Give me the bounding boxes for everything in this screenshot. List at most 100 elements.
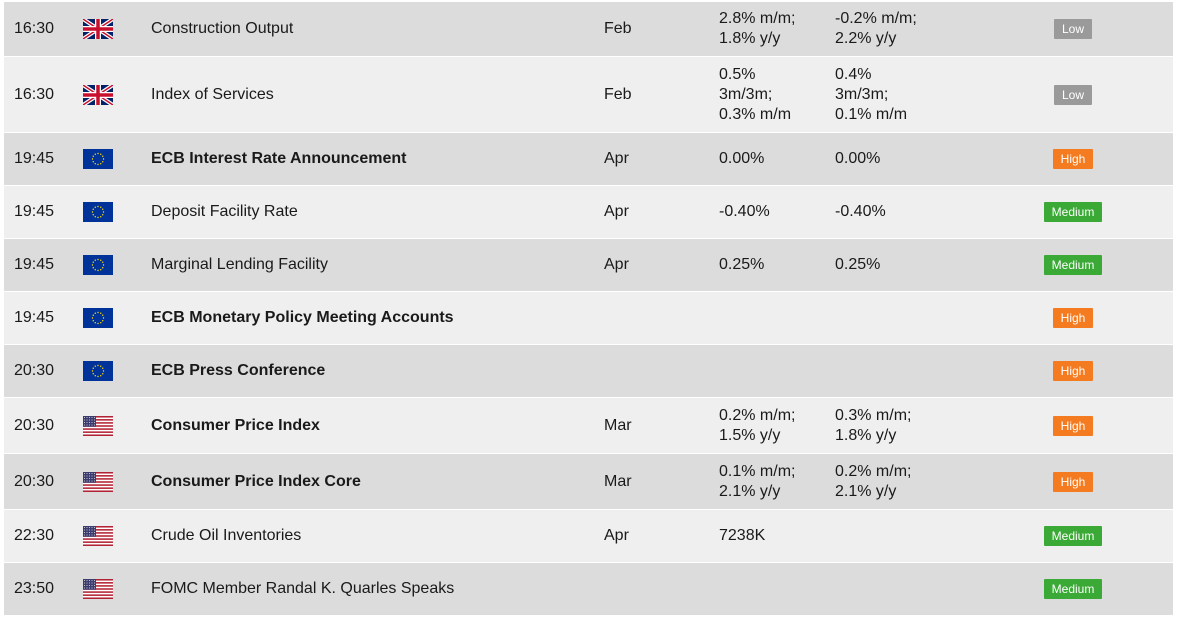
- table-row[interactable]: 19:45 ECB Monetary Policy Meeting Account…: [4, 292, 1173, 345]
- event-time: 20:30: [14, 362, 55, 379]
- event-time: 19:45: [14, 150, 55, 167]
- forecast-value-line: 0.3% m/m;: [835, 406, 912, 424]
- previous-value-line: 0.00%: [719, 150, 765, 167]
- impact-cell: Medium: [1013, 526, 1133, 546]
- previous-value-line: 2.1% y/y: [719, 482, 781, 500]
- table-row[interactable]: 19:45 Marginal Lending Facility Apr 0.25% 0.…: [4, 239, 1173, 292]
- us-flag-icon: [83, 415, 113, 436]
- table-row[interactable]: 22:30 Crude Oil Inventories Apr 7238K Medium: [4, 510, 1173, 563]
- impact-cell: High: [1013, 149, 1133, 169]
- impact-badge: High: [1052, 415, 1094, 436]
- eu-flag-icon: [83, 255, 113, 275]
- table-row[interactable]: 16:30 Index of Services Feb 0.5% 3m/3m; 0.3% …: [4, 57, 1173, 133]
- table-row[interactable]: 23:50 FOMC Member Randal K. Quarles Speak…: [4, 563, 1173, 616]
- event-time: 20:30: [14, 472, 55, 490]
- uk-flag-icon: [83, 19, 113, 39]
- impact-badge: Medium: [1043, 255, 1103, 275]
- impact-badge: Medium: [1043, 202, 1103, 222]
- forecast-value: -0.2% m/m; 2.2% y/y: [835, 9, 1013, 49]
- event-name[interactable]: Marginal Lending Facility: [151, 256, 328, 273]
- impact-cell: Low: [1013, 84, 1133, 105]
- event-time: 20:30: [14, 416, 55, 434]
- table-row[interactable]: 19:45 ECB Interest Rate Announcement Apr 0.…: [4, 133, 1173, 186]
- event-period: Mar: [604, 416, 632, 434]
- impact-cell: High: [1013, 361, 1133, 381]
- previous-value-line: 1.5% y/y: [719, 426, 781, 444]
- table-row[interactable]: 20:30 Consumer Price Index Core Mar 0.1% m/…: [4, 454, 1173, 510]
- event-period: Apr: [604, 527, 629, 544]
- previous-value-line: 1.8% y/y: [719, 30, 781, 47]
- forecast-value-line: 2.1% y/y: [835, 482, 897, 500]
- forecast-value-line: 0.25%: [835, 256, 881, 273]
- previous-value: 7238K: [719, 526, 835, 546]
- us-flag-icon: [83, 579, 113, 599]
- forecast-value-line: 0.2% m/m;: [835, 462, 912, 480]
- eu-flag-icon: [83, 202, 113, 222]
- forecast-value-line: -0.2% m/m;: [835, 10, 917, 27]
- country-flag-cell: [83, 308, 151, 328]
- previous-value: 2.8% m/m; 1.8% y/y: [719, 9, 835, 49]
- event-name[interactable]: Deposit Facility Rate: [151, 203, 298, 220]
- previous-value-line: 0.1% m/m;: [719, 462, 796, 480]
- impact-badge: High: [1052, 149, 1094, 169]
- table-row[interactable]: 20:30 Consumer Price Index Mar 0.2% m/m; 1.5…: [4, 398, 1173, 454]
- event-name[interactable]: ECB Interest Rate Announcement: [151, 150, 407, 167]
- previous-value: 0.2% m/m; 1.5% y/y: [719, 406, 835, 446]
- impact-badge: Medium: [1043, 526, 1103, 546]
- previous-value-line: 0.25%: [719, 256, 765, 273]
- event-time: 19:45: [14, 203, 55, 220]
- impact-badge: High: [1052, 361, 1094, 381]
- previous-value: 0.1% m/m; 2.1% y/y: [719, 462, 835, 502]
- event-name[interactable]: Construction Output: [151, 20, 294, 37]
- impact-badge: High: [1052, 471, 1094, 492]
- previous-value-line: -0.40%: [719, 203, 770, 220]
- event-name[interactable]: Consumer Price Index Core: [151, 472, 361, 490]
- country-flag-cell: [83, 202, 151, 222]
- previous-value-line: 0.3% m/m: [719, 105, 792, 123]
- event-period: Apr: [604, 150, 629, 167]
- economic-calendar-table: 16:30 Construction Output Feb 2.8% m/m; 1.8%…: [4, 2, 1173, 616]
- event-time: 16:30: [14, 85, 55, 103]
- impact-cell: Medium: [1013, 255, 1133, 275]
- impact-cell: Low: [1013, 19, 1133, 39]
- event-period: Mar: [604, 472, 632, 490]
- country-flag-cell: [83, 361, 151, 381]
- event-period: Feb: [604, 20, 632, 37]
- impact-badge: Medium: [1043, 579, 1103, 599]
- impact-cell: Medium: [1013, 202, 1133, 222]
- event-time: 19:45: [14, 309, 55, 326]
- event-name[interactable]: ECB Press Conference: [151, 362, 326, 379]
- country-flag-cell: [83, 84, 151, 105]
- eu-flag-icon: [83, 308, 113, 328]
- event-time: 23:50: [14, 580, 55, 597]
- table-row[interactable]: 20:30 ECB Press Conference High: [4, 345, 1173, 398]
- previous-value: 0.5% 3m/3m; 0.3% m/m: [719, 65, 835, 125]
- event-name[interactable]: Index of Services: [151, 85, 274, 103]
- forecast-value: 0.2% m/m; 2.1% y/y: [835, 462, 1013, 502]
- forecast-value: 0.3% m/m; 1.8% y/y: [835, 406, 1013, 446]
- table-row[interactable]: 19:45 Deposit Facility Rate Apr -0.40% -0.40…: [4, 186, 1173, 239]
- forecast-value: -0.40%: [835, 202, 1013, 222]
- country-flag-cell: [83, 415, 151, 436]
- previous-value-line: 7238K: [719, 527, 766, 544]
- impact-cell: Medium: [1013, 579, 1133, 599]
- forecast-value: 0.25%: [835, 255, 1013, 275]
- previous-value-line: 0.5%: [719, 65, 756, 83]
- event-time: 19:45: [14, 256, 55, 273]
- impact-cell: High: [1013, 308, 1133, 328]
- event-name[interactable]: Consumer Price Index: [151, 416, 320, 434]
- event-name[interactable]: ECB Monetary Policy Meeting Accounts: [151, 309, 454, 326]
- event-name[interactable]: FOMC Member Randal K. Quarles Speaks: [151, 580, 455, 597]
- event-time: 16:30: [14, 20, 55, 37]
- previous-value-line: 3m/3m;: [719, 85, 773, 103]
- impact-badge: Low: [1053, 84, 1092, 105]
- forecast-value-line: -0.40%: [835, 203, 886, 220]
- previous-value-line: 0.2% m/m;: [719, 406, 796, 424]
- forecast-value-line: 2.2% y/y: [835, 30, 897, 47]
- event-name[interactable]: Crude Oil Inventories: [151, 527, 302, 544]
- table-row[interactable]: 16:30 Construction Output Feb 2.8% m/m; 1.8%…: [4, 2, 1173, 57]
- forecast-value-line: 1.8% y/y: [835, 426, 897, 444]
- previous-value: 0.25%: [719, 255, 835, 275]
- event-period: Feb: [604, 85, 632, 103]
- eu-flag-icon: [83, 361, 113, 381]
